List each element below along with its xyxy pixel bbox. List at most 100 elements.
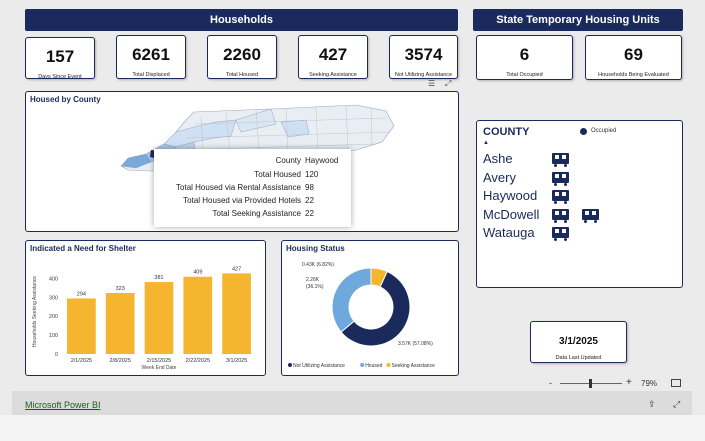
trailer-unit-icon bbox=[552, 171, 569, 186]
county-list-item[interactable]: McDowell bbox=[483, 206, 540, 222]
bar-value-label: 381 bbox=[154, 275, 163, 281]
fullscreen-icon[interactable]: ⤢ bbox=[673, 399, 681, 409]
zoom-level: 79% bbox=[641, 379, 658, 388]
kpi-seeking-assistance[interactable]: 427 Seeking Assistance bbox=[298, 35, 368, 79]
tooltip-key: Total Housed bbox=[254, 170, 301, 179]
kpi-total-displaced[interactable]: 6261 Total Displaced bbox=[116, 35, 186, 79]
legend-swatch-icon bbox=[288, 363, 292, 367]
kpi-label: Total Displaced bbox=[132, 72, 170, 78]
power-bi-link[interactable]: Microsoft Power BI bbox=[25, 400, 101, 410]
map-title: Housed by County bbox=[30, 95, 101, 104]
trailer-unit-icon bbox=[552, 190, 569, 204]
households-banner: Households bbox=[25, 9, 458, 31]
kpi-days-since-event[interactable]: 157 Days Since Event bbox=[25, 37, 95, 80]
kpi-label: Total Occupied bbox=[506, 72, 543, 78]
slice-data-label: 0.43K (6.82%) bbox=[302, 262, 334, 268]
trailer-unit-icon bbox=[582, 208, 599, 223]
kpi-value: 6261 bbox=[132, 45, 170, 64]
kpi-label: Not Utilizing Assistance bbox=[394, 72, 453, 78]
x-tick-label: 2/8/2025 bbox=[109, 358, 130, 364]
tooltip-value: 98 bbox=[305, 183, 314, 192]
date-value: 3/1/2025 bbox=[559, 336, 598, 347]
x-tick-label: 3/1/2025 bbox=[226, 358, 247, 364]
legend-swatch-icon bbox=[360, 363, 365, 367]
county-list-item[interactable]: Watauga bbox=[483, 225, 535, 240]
share-icon[interactable]: ⇪ bbox=[648, 399, 656, 409]
kpi-value: 3574 bbox=[404, 45, 443, 64]
donut-chart[interactable]: 0.43K (6.82%) 2.26K (36.1%) 3.57K (57.08%) N… bbox=[282, 241, 460, 377]
kpi-not-utilizing[interactable]: 3574 Not Utilizing Assistance bbox=[389, 35, 458, 79]
tooltip-value: 22 bbox=[305, 209, 314, 218]
map-tooltip: County Haywood Total Housed 120 Total Ho… bbox=[154, 149, 351, 227]
kpi-value: 69 bbox=[624, 45, 643, 64]
legend-label: Not Utilizing Assistance bbox=[293, 363, 345, 369]
y-axis-label: Households Seeking Assistance bbox=[32, 276, 38, 347]
tooltip-row: Total Housed 120 bbox=[154, 169, 351, 181]
zoom-out-button[interactable]: - bbox=[549, 378, 552, 388]
x-axis-label: Week End Date bbox=[142, 365, 177, 371]
bar-value-label: 427 bbox=[232, 266, 241, 272]
y-tick-label: 300 bbox=[49, 295, 58, 301]
bar-chart-panel[interactable]: Indicated a Need for Shelter 0 100 200 300 4… bbox=[25, 240, 266, 376]
kpi-total-occupied[interactable]: 6 Total Occupied bbox=[476, 35, 573, 80]
county-list-panel[interactable]: COUNTY ▲ Occupied Ashe Avery Haywood McDowe… bbox=[476, 120, 683, 288]
map-panel[interactable]: Housed by County ☰ ⤢ County Haywood Tota… bbox=[25, 79, 459, 232]
tooltip-row: County Haywood bbox=[154, 155, 351, 167]
tooltip-key: County bbox=[275, 156, 301, 165]
kpi-total-housed[interactable]: 2260 Total Housed bbox=[207, 35, 277, 79]
donut-slice[interactable] bbox=[331, 267, 372, 333]
x-tick-label: 2/15/2025 bbox=[147, 358, 171, 364]
legend-dot-icon bbox=[580, 128, 587, 135]
x-tick-label: 2/1/2025 bbox=[71, 358, 92, 364]
kpi-label: Total Housed bbox=[225, 72, 259, 78]
tooltip-row: Total Seeking Assistance 22 bbox=[154, 208, 351, 220]
date-label: Data Last Updated bbox=[555, 355, 602, 361]
filter-icon[interactable]: ☰ bbox=[428, 79, 436, 88]
tooltip-value: 120 bbox=[305, 170, 319, 179]
fit-to-page-icon[interactable] bbox=[671, 379, 681, 387]
bar-value-label: 323 bbox=[116, 286, 125, 292]
legend-swatch-icon bbox=[386, 363, 391, 367]
tooltip-row: Total Housed via Rental Assistance 98 bbox=[154, 182, 351, 194]
slice-data-label: 2.26K (36.1%) bbox=[306, 277, 324, 290]
county-header[interactable]: COUNTY bbox=[483, 126, 530, 138]
sort-ascending-icon[interactable]: ▲ bbox=[483, 140, 489, 146]
kpi-value: 157 bbox=[45, 47, 75, 66]
kpi-label: Seeking Assistance bbox=[309, 72, 357, 78]
donut-chart-title: Housing Status bbox=[286, 244, 345, 253]
y-tick-label: 0 bbox=[55, 352, 58, 358]
zoom-slider-thumb[interactable] bbox=[589, 379, 592, 388]
slice-data-label: 3.57K (57.08%) bbox=[398, 341, 433, 347]
county-list-item[interactable]: Haywood bbox=[483, 188, 538, 203]
tooltip-key: Total Seeking Assistance bbox=[212, 209, 302, 218]
y-tick-label: 400 bbox=[49, 276, 58, 282]
county-list-item[interactable]: Avery bbox=[483, 169, 516, 185]
bar[interactable] bbox=[67, 298, 96, 354]
tooltip-key: Total Housed via Rental Assistance bbox=[176, 183, 301, 192]
donut-chart-panel[interactable]: Housing Status 0.43K (6.82%) 2.26K (36.1%)… bbox=[281, 240, 459, 376]
zoom-in-button[interactable]: + bbox=[626, 377, 632, 388]
tooltip-row: Total Housed via Provided Hotels 22 bbox=[154, 195, 351, 207]
bar[interactable] bbox=[222, 273, 251, 354]
tooltip-key: Total Housed via Provided Hotels bbox=[183, 196, 301, 205]
bar[interactable] bbox=[144, 282, 174, 354]
legend-label: Housed bbox=[365, 363, 382, 369]
bar-value-label: 294 bbox=[77, 291, 86, 297]
bar[interactable] bbox=[105, 292, 135, 354]
tooltip-value: Haywood bbox=[305, 156, 339, 165]
tooltip-value: 22 bbox=[305, 196, 314, 205]
kpi-label: Days Since Event bbox=[38, 74, 82, 80]
x-tick-label: 2/22/2025 bbox=[186, 358, 210, 364]
kpi-households-evaluated[interactable]: 69 Households Being Evaluated bbox=[585, 35, 682, 80]
bar[interactable] bbox=[183, 276, 213, 354]
trailer-unit-icon bbox=[552, 227, 569, 241]
bar-chart[interactable]: 0 100 200 300 400 Households Seeking Assistan… bbox=[26, 241, 267, 377]
donut-slice[interactable] bbox=[340, 270, 411, 347]
date-card[interactable]: 3/1/2025 Data Last Updated bbox=[530, 321, 627, 363]
trailer-unit-icon bbox=[552, 153, 569, 167]
legend-label: Occupied bbox=[591, 128, 617, 134]
county-list-item[interactable]: Ashe bbox=[483, 151, 513, 166]
focus-mode-icon[interactable]: ⤢ bbox=[445, 79, 452, 88]
kpi-label: Households Being Evaluated bbox=[598, 72, 669, 78]
